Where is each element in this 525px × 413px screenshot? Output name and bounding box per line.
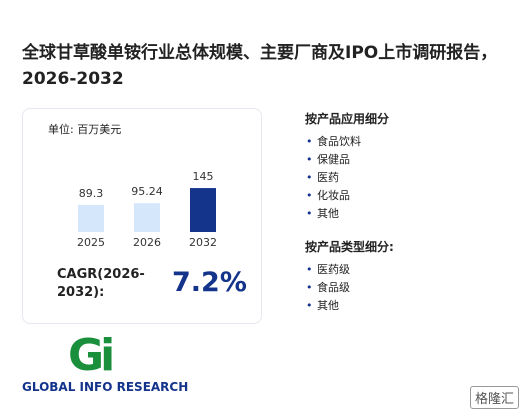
title: 全球甘草酸单铵行业总体规模、主要厂商及IPO上市调研报告，2026-2032 bbox=[22, 43, 498, 89]
logo-name: GLOBAL INFO RESEARCH bbox=[22, 380, 189, 394]
value-label: 145 bbox=[193, 170, 214, 183]
segment-items: 食品饮料保健品医药化妆品其他 bbox=[305, 133, 389, 223]
segment-items: 医药级食品级其他 bbox=[305, 261, 394, 315]
cagr-label: CAGR(2026-2032): bbox=[57, 267, 145, 300]
segment-item: 医药 bbox=[306, 169, 389, 187]
x-tick-label: 2025 bbox=[77, 236, 105, 249]
card bbox=[22, 108, 262, 324]
segment-list: 按产品应用细分食品饮料保健品医药化妆品其他 bbox=[305, 110, 389, 223]
bar bbox=[78, 204, 104, 232]
segment-item: 医药级 bbox=[306, 261, 394, 279]
source-brand: 格隆汇 bbox=[470, 386, 520, 409]
bar bbox=[190, 188, 216, 232]
segment-item: 保健品 bbox=[306, 151, 389, 169]
segment-item: 其他 bbox=[306, 205, 389, 223]
bar bbox=[134, 203, 160, 232]
cagr-value: 7.2% bbox=[172, 267, 247, 298]
x-tick-label: 2032 bbox=[189, 236, 217, 249]
value-label: 89.3 bbox=[79, 187, 104, 200]
segment-list: 按产品类型细分: 医药级食品级其他 bbox=[305, 238, 394, 315]
segment-item: 食品级 bbox=[306, 279, 394, 297]
x-tick-label: 2026 bbox=[133, 236, 161, 249]
segment-item: 其他 bbox=[306, 297, 394, 315]
unit-label: 单位: 百万美元 bbox=[48, 123, 122, 136]
value-label: 95.24 bbox=[131, 185, 163, 198]
segment-item: 化妆品 bbox=[306, 187, 389, 205]
chart: 89.3 2025 95.24 2026 145 2032 bbox=[77, 170, 217, 249]
logo-mark: Gi bbox=[68, 330, 115, 381]
segment-item: 食品饮料 bbox=[306, 133, 389, 151]
segment-heading: 按产品应用细分 bbox=[305, 112, 390, 126]
segment-heading: 按产品类型细分: bbox=[305, 240, 394, 254]
